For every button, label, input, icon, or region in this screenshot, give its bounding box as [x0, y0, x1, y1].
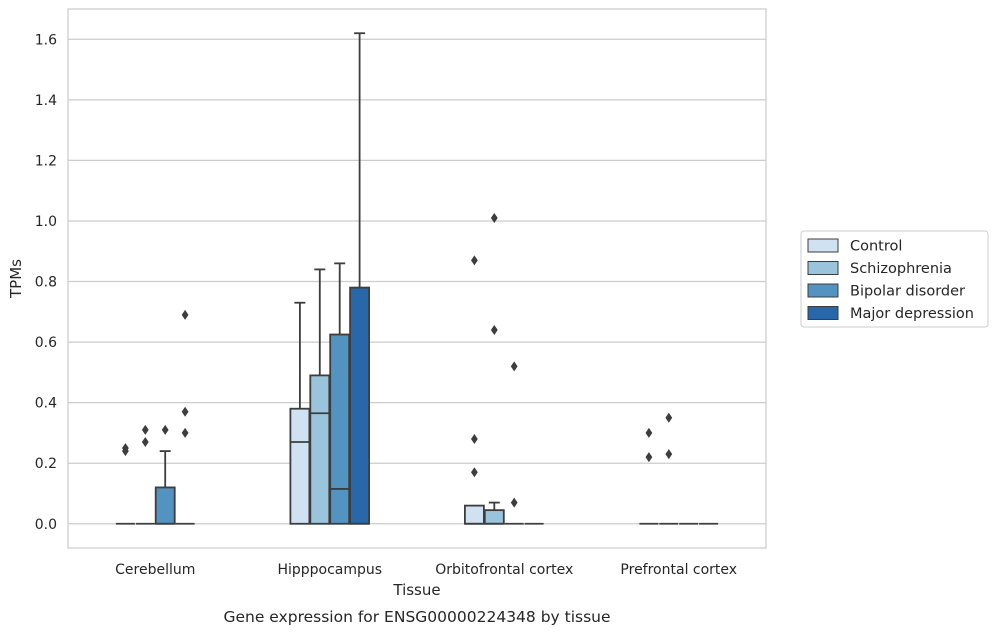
y-tick-label: 1.4: [35, 93, 57, 109]
y-tick-label: 0.6: [35, 335, 57, 351]
legend-items: Control Schizophrenia Bipolar disorder Majo…: [807, 238, 974, 322]
legend-label: Major depression: [850, 306, 974, 322]
box-schizophrenia: [483, 212, 505, 525]
outlier-point: [122, 443, 129, 454]
box-bipolar-disorder: [154, 424, 176, 525]
outlier-point: [181, 309, 189, 320]
box-major-depression: [349, 32, 371, 525]
box-groups: [115, 32, 719, 525]
box-major-depression: [175, 309, 195, 525]
outlier-point: [161, 424, 169, 435]
outlier-point: [510, 497, 518, 508]
chart-caption: Gene expression for ENSG00000224348 by t…: [223, 608, 610, 626]
y-tick-label: 0.4: [35, 396, 57, 412]
outlier-point: [471, 255, 478, 266]
legend-item: Bipolar disorder: [807, 283, 965, 300]
outlier-point: [181, 427, 189, 438]
legend-swatch: [807, 283, 839, 298]
outlier-point: [471, 467, 478, 478]
y-tick-label: 1.6: [35, 32, 57, 48]
box-body: [154, 486, 176, 525]
legend-item: Schizophrenia: [807, 261, 952, 277]
y-tick-label: 0.8: [35, 275, 57, 291]
box-body: [349, 286, 371, 525]
box-body: [289, 407, 311, 525]
legend-item: Control: [807, 238, 902, 255]
outlier-point: [141, 424, 149, 435]
outlier-point: [181, 406, 189, 417]
outlier-point: [471, 433, 478, 444]
box-body: [483, 509, 505, 525]
box-group-cerebellum: [115, 309, 195, 525]
y-tick-label: 1.0: [35, 214, 57, 230]
box-group-hipppocampus: [289, 32, 371, 525]
legend-frame: [800, 230, 989, 328]
outlier-point: [665, 412, 673, 423]
outlier-point: [490, 212, 498, 223]
y-axis-ticks: 0.0 0.2 0.4 0.6 0.8 1.0 1.2 1.4 1.6: [35, 32, 57, 532]
outlier-point: [510, 361, 518, 372]
x-tick-label: Prefrontal cortex: [620, 562, 737, 578]
box-schizophrenia: [135, 424, 155, 525]
outlier-point: [645, 427, 653, 438]
x-axis-label: Tissue: [392, 581, 440, 599]
outlier-point: [645, 452, 653, 463]
outlier-point: [665, 449, 673, 460]
box-bipolar-disorder: [504, 361, 524, 525]
legend-label: Bipolar disorder: [850, 284, 965, 300]
legend: Control Schizophrenia Bipolar disorder Majo…: [800, 230, 989, 328]
box-body: [463, 504, 485, 525]
box-schizophrenia: [309, 268, 331, 525]
y-tick-label: 0.0: [35, 517, 57, 533]
legend-swatch: [807, 306, 839, 320]
box-group-prefrontal-cortex: [639, 412, 719, 525]
box-control: [115, 443, 135, 525]
y-axis-label: TPMs: [7, 259, 25, 299]
outlier-point: [490, 324, 498, 335]
x-tick-label: Hipppocampus: [277, 562, 382, 578]
box-group-orbitofrontal-cortex: [463, 212, 544, 525]
legend-item: Major depression: [807, 306, 974, 322]
box-control: [289, 301, 311, 525]
box-control: [639, 427, 659, 525]
y-tick-label: 1.2: [35, 153, 57, 169]
x-axis-ticks: Cerebellum Hipppocampus Orbitofrontal cort…: [115, 562, 737, 578]
box-control: [463, 255, 485, 525]
y-tick-label: 0.2: [35, 456, 57, 472]
box-bipolar-disorder: [329, 262, 351, 525]
x-tick-label: Orbitofrontal cortex: [435, 562, 573, 578]
plot-frame: [67, 8, 767, 549]
box-body: [329, 333, 351, 525]
outlier-point: [141, 437, 149, 448]
legend-swatch: [807, 238, 839, 253]
x-tick-label: Cerebellum: [115, 562, 195, 578]
legend-label: Control: [850, 239, 902, 255]
box-schizophrenia: [659, 412, 679, 525]
legend-label: Schizophrenia: [850, 261, 952, 277]
grid-lines: [68, 38, 766, 525]
legend-swatch: [807, 261, 839, 275]
box-body: [309, 374, 331, 525]
